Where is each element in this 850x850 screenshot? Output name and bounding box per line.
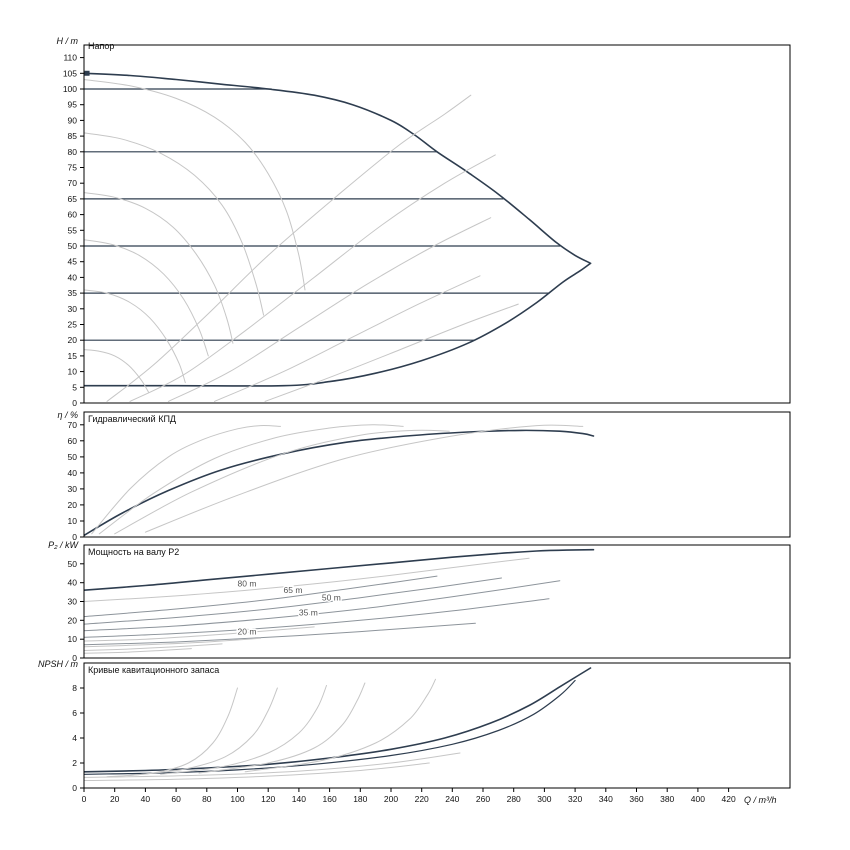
svg-text:180: 180 <box>353 794 367 804</box>
svg-text:0: 0 <box>72 398 77 408</box>
svg-text:105: 105 <box>63 68 77 78</box>
svg-text:40: 40 <box>68 578 78 588</box>
svg-text:20 m: 20 m <box>238 627 257 637</box>
svg-text:8: 8 <box>72 683 77 693</box>
svg-text:80: 80 <box>68 147 78 157</box>
svg-text:10: 10 <box>68 367 78 377</box>
svg-text:10: 10 <box>68 516 78 526</box>
y-axis-unit-npsh: NPSH / m <box>37 659 78 669</box>
svg-text:320: 320 <box>568 794 582 804</box>
svg-text:45: 45 <box>68 257 78 267</box>
svg-text:380: 380 <box>660 794 674 804</box>
svg-text:90: 90 <box>68 115 78 125</box>
svg-text:0: 0 <box>72 532 77 542</box>
svg-text:420: 420 <box>722 794 736 804</box>
svg-text:65 m: 65 m <box>284 585 303 595</box>
head-plot <box>84 70 592 402</box>
svg-text:50: 50 <box>68 452 78 462</box>
svg-text:100: 100 <box>63 84 77 94</box>
svg-text:20: 20 <box>68 335 78 345</box>
svg-text:20: 20 <box>68 615 78 625</box>
svg-text:0: 0 <box>72 653 77 663</box>
y-axis-unit-head: H / m <box>56 36 79 46</box>
svg-text:2: 2 <box>72 758 77 768</box>
svg-text:65: 65 <box>68 194 78 204</box>
svg-text:80 m: 80 m <box>238 578 257 588</box>
svg-text:30: 30 <box>68 597 78 607</box>
svg-text:40: 40 <box>141 794 151 804</box>
x-axis-unit: Q / m³/h <box>744 795 777 805</box>
y-axis-unit-efficiency: η / % <box>57 410 78 420</box>
chart-title-head: Напор <box>88 41 115 51</box>
chart-title-efficiency: Гидравлический КПД <box>88 414 177 424</box>
svg-text:10: 10 <box>68 634 78 644</box>
svg-text:60: 60 <box>171 794 181 804</box>
svg-text:50 m: 50 m <box>322 593 341 603</box>
svg-text:240: 240 <box>445 794 459 804</box>
svg-text:400: 400 <box>691 794 705 804</box>
svg-text:160: 160 <box>323 794 337 804</box>
y-axis-unit-power: P₂ / kW <box>48 540 78 550</box>
efficiency-plot <box>84 424 595 537</box>
svg-text:110: 110 <box>63 53 77 63</box>
chart-title-npsh: Кривые кавитационного запаса <box>88 665 220 675</box>
svg-text:200: 200 <box>384 794 398 804</box>
svg-text:30: 30 <box>68 304 78 314</box>
svg-text:300: 300 <box>537 794 551 804</box>
svg-text:0: 0 <box>72 783 77 793</box>
svg-text:5: 5 <box>72 382 77 392</box>
svg-text:4: 4 <box>72 733 77 743</box>
svg-text:6: 6 <box>72 708 77 718</box>
svg-text:100: 100 <box>230 794 244 804</box>
svg-text:35: 35 <box>68 288 78 298</box>
svg-text:70: 70 <box>68 178 78 188</box>
chart-title-power: Мощность на валу P2 <box>88 547 180 557</box>
svg-text:55: 55 <box>68 225 78 235</box>
svg-text:15: 15 <box>68 351 78 361</box>
svg-text:20: 20 <box>68 500 78 510</box>
svg-text:280: 280 <box>507 794 521 804</box>
svg-text:260: 260 <box>476 794 490 804</box>
svg-text:40: 40 <box>68 468 78 478</box>
svg-text:85: 85 <box>68 131 78 141</box>
npsh-plot <box>84 667 592 781</box>
svg-text:95: 95 <box>68 100 78 110</box>
svg-text:50: 50 <box>68 241 78 251</box>
svg-text:120: 120 <box>261 794 275 804</box>
svg-text:20: 20 <box>110 794 120 804</box>
svg-text:50: 50 <box>68 559 78 569</box>
svg-text:35 m: 35 m <box>299 608 318 618</box>
svg-text:70: 70 <box>68 420 78 430</box>
svg-text:360: 360 <box>629 794 643 804</box>
svg-text:60: 60 <box>68 210 78 220</box>
svg-text:40: 40 <box>68 272 78 282</box>
svg-text:75: 75 <box>68 163 78 173</box>
svg-text:25: 25 <box>68 320 78 330</box>
svg-text:0: 0 <box>82 794 87 804</box>
svg-text:220: 220 <box>415 794 429 804</box>
svg-text:80: 80 <box>202 794 212 804</box>
svg-text:30: 30 <box>68 484 78 494</box>
svg-text:60: 60 <box>68 436 78 446</box>
power-plot <box>84 548 595 654</box>
svg-text:140: 140 <box>292 794 306 804</box>
svg-text:340: 340 <box>599 794 613 804</box>
